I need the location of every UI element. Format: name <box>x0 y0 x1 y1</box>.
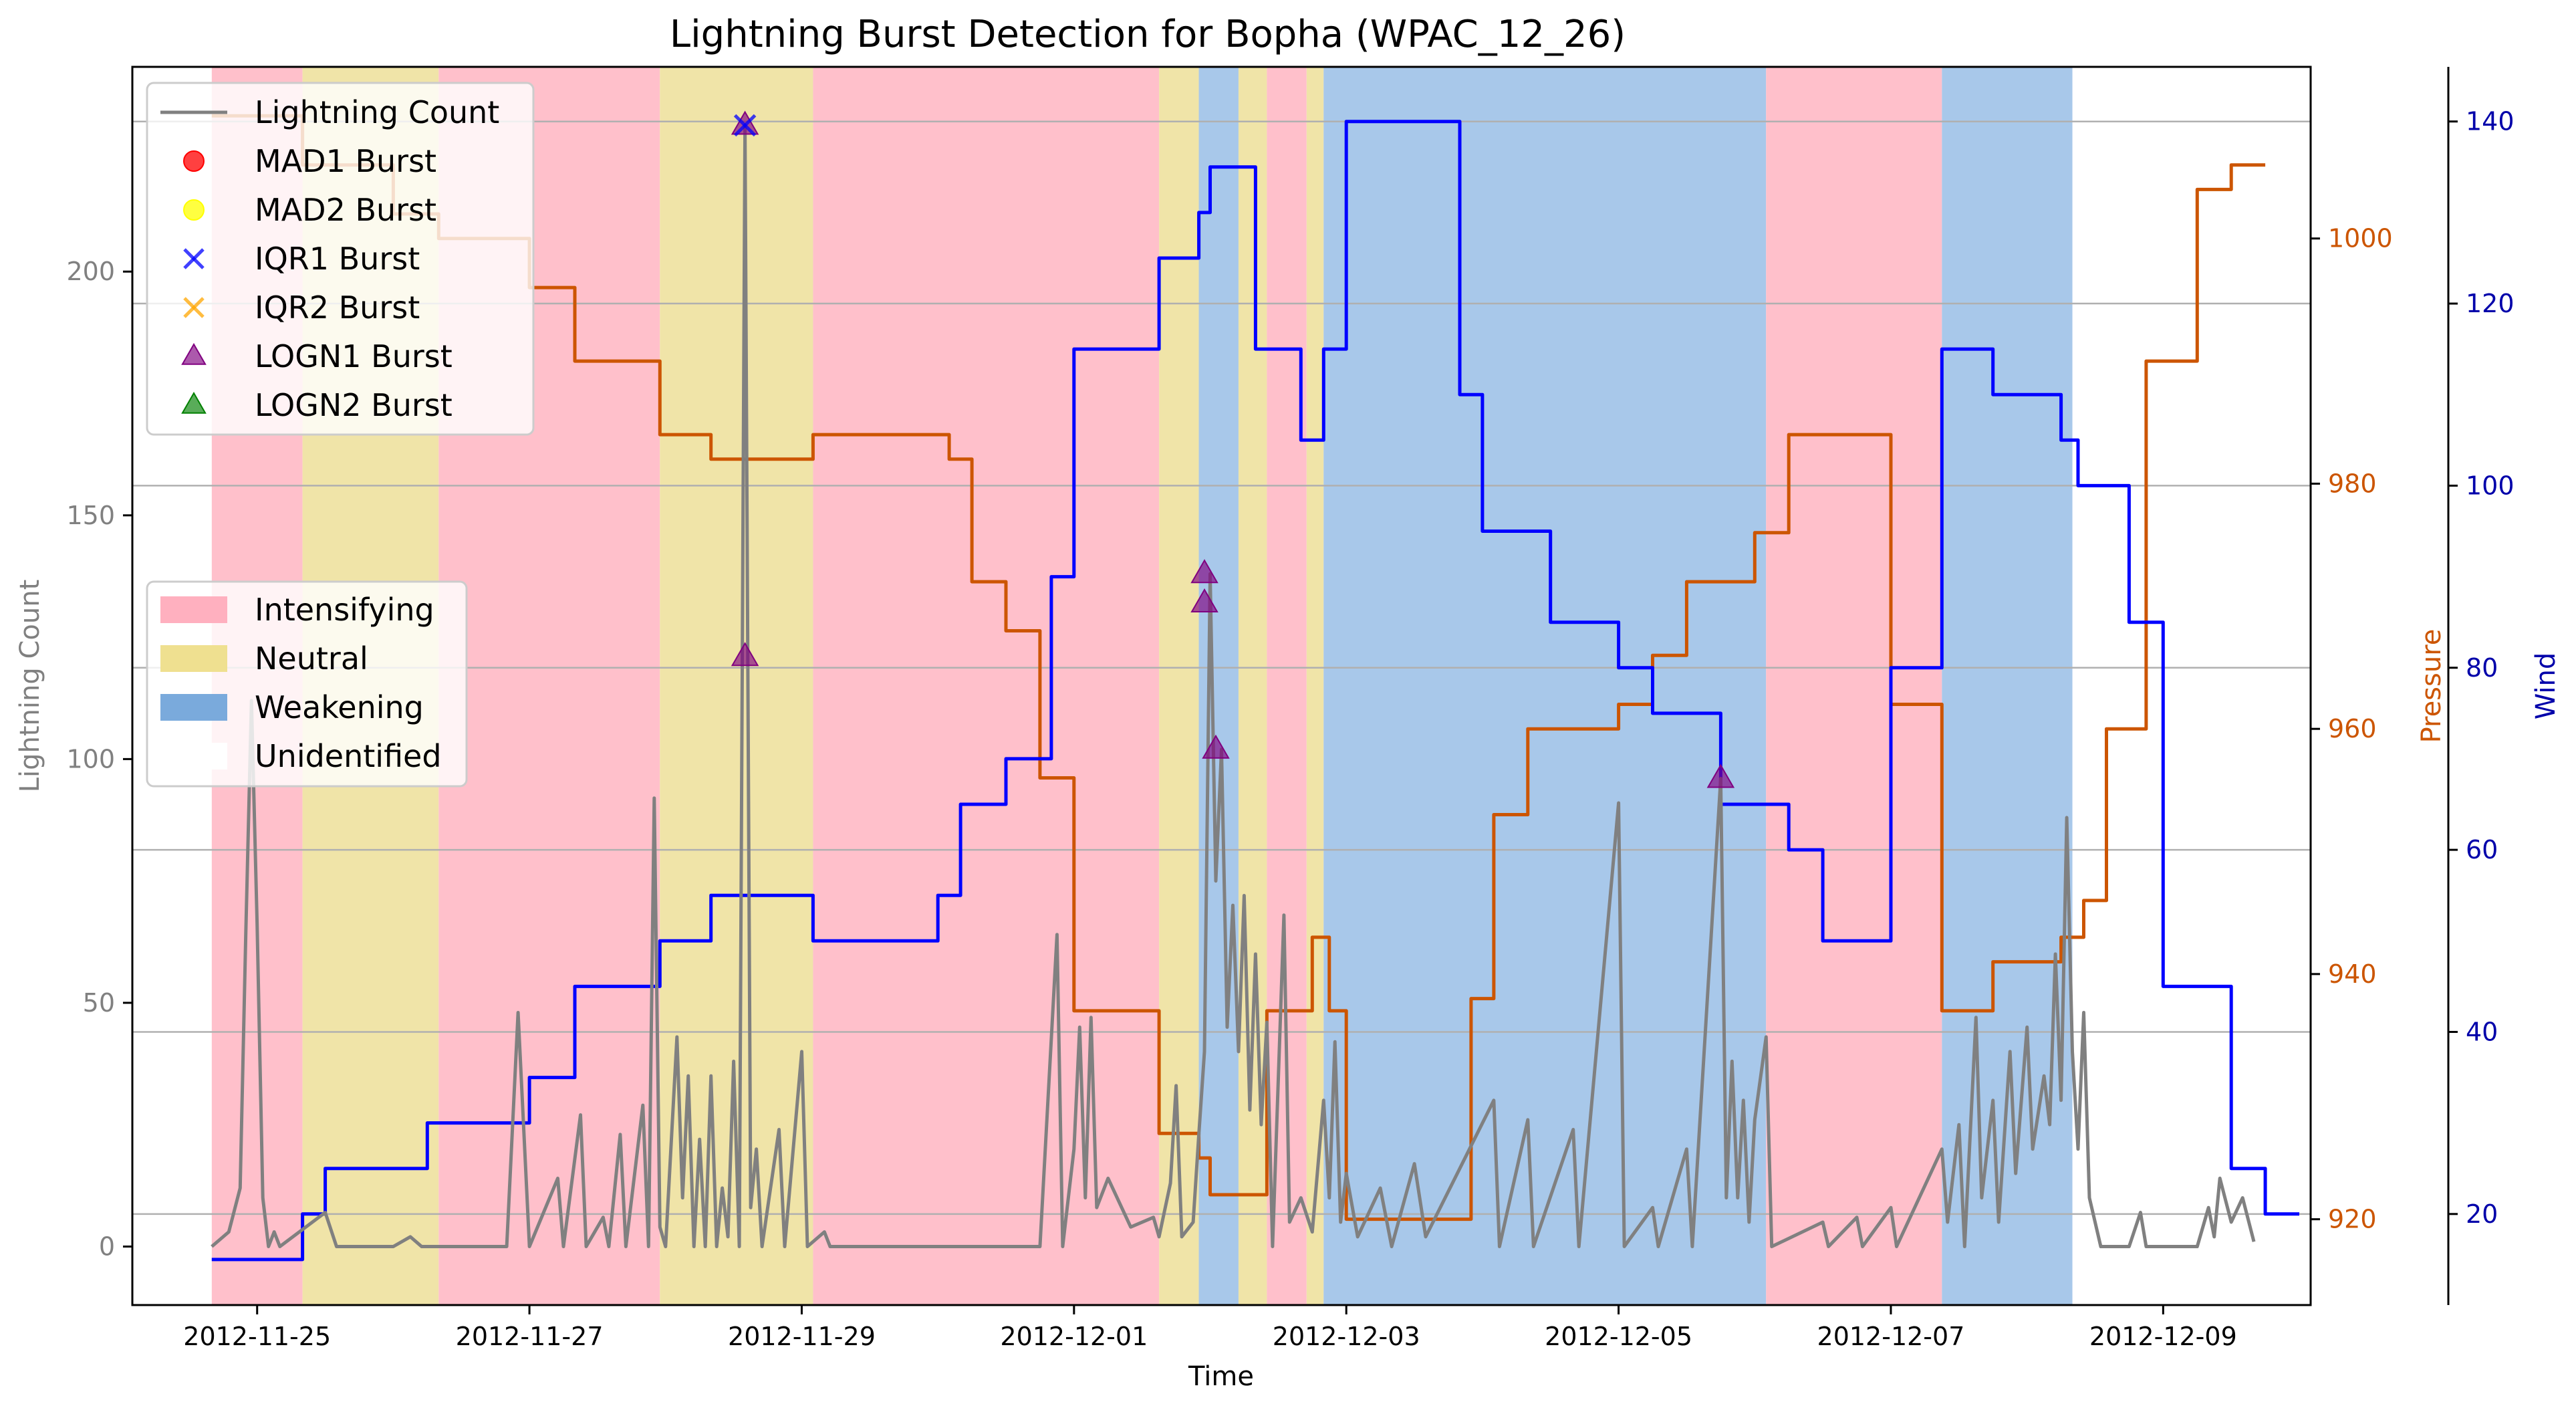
phase-band-neutral <box>1306 67 1324 1305</box>
wind-line <box>211 120 2299 1262</box>
y-wind-tick-label: 120 <box>2466 289 2515 318</box>
y-left-tick-label: 150 <box>66 501 115 530</box>
y-left-tick-label: 0 <box>99 1232 115 1262</box>
x-tick-label: 2012-12-09 <box>2089 1322 2237 1351</box>
phase-band-intensifying <box>813 67 1160 1305</box>
legend-phases: Intensifying Neutral Weakening Unidentified <box>146 580 468 788</box>
plot-frame <box>131 66 2312 1306</box>
y-axis-label-pressure: Pressure <box>2416 629 2447 743</box>
y-wind-tick-label: 20 <box>2466 1199 2498 1229</box>
x-axis-label: Time <box>1188 1361 1254 1392</box>
x-tick-label: 2012-11-27 <box>456 1322 604 1351</box>
y-wind-tick-label: 80 <box>2466 653 2498 683</box>
legend-phase-swatch <box>160 743 227 770</box>
logn1-burst-marker <box>1706 764 1735 788</box>
series-lines <box>211 114 2299 1262</box>
legend-phase-label: Neutral <box>255 640 368 677</box>
y-left-tick-label: 200 <box>66 257 115 286</box>
legend-circle-swatch <box>183 150 205 172</box>
legend-phase-label: Weakening <box>255 689 424 725</box>
legend-triangle-swatch <box>181 342 207 365</box>
logn1-burst-marker <box>1190 588 1218 613</box>
y-axis-wind: 20 40 60 80 100 120 140 <box>2447 67 2515 1305</box>
legend-series-label: Lightning Count <box>255 94 499 130</box>
x-axis: 2012-11-25 2012-11-27 2012-11-29 2012-12-01… <box>183 1305 2237 1351</box>
phase-band-intensifying <box>1766 67 1942 1305</box>
x-tick-label: 2012-12-05 <box>1545 1322 1692 1351</box>
x-tick-label: 2012-12-03 <box>1273 1322 1420 1351</box>
legend-series-label: IQR1 Burst <box>255 241 420 277</box>
logn1-burst-marker <box>1202 734 1230 759</box>
y-axis-pressure: 920 940 960 980 1000 <box>2311 224 2393 1234</box>
y-pressure-tick-label: 980 <box>2328 469 2377 498</box>
y-pressure-tick-label: 920 <box>2328 1205 2377 1234</box>
x-tick-label: 2012-11-25 <box>183 1322 331 1351</box>
legend-x-swatch <box>183 297 205 318</box>
legend-circle-swatch <box>183 199 205 221</box>
legend-series-label: LOGN2 Burst <box>255 387 453 423</box>
x-tick-label: 2012-12-01 <box>1000 1322 1148 1351</box>
phase-band-weakening <box>1323 67 1767 1305</box>
y-wind-tick-label: 140 <box>2466 107 2515 136</box>
legend-phase-label: Intensifying <box>255 592 434 628</box>
y-axis-label-wind: Wind <box>2531 653 2561 720</box>
legend-triangle-swatch <box>181 391 207 414</box>
phase-band-neutral <box>660 67 813 1305</box>
y-wind-tick-label: 100 <box>2466 471 2515 500</box>
legend-phases-box <box>146 580 468 788</box>
phase-band-weakening <box>1198 67 1239 1305</box>
legend-series-label: MAD2 Burst <box>255 192 436 228</box>
logn1-burst-marker <box>731 642 759 667</box>
pressure-line <box>211 114 2266 1221</box>
lightning-count-line <box>211 124 2256 1248</box>
y-pressure-tick-label: 960 <box>2328 714 2377 743</box>
legend-phase-swatch <box>160 694 227 721</box>
iqr1-burst-marker-stroke-b <box>733 114 757 137</box>
legend-x-swatch-stroke-b <box>183 248 205 269</box>
y-wind-tick-label: 60 <box>2466 835 2498 864</box>
legend-series-label: LOGN1 Burst <box>255 338 453 374</box>
x-tick-label: 2012-12-07 <box>1817 1322 1965 1351</box>
legend-series-box <box>146 82 535 436</box>
y-wind-tick-label: 40 <box>2466 1017 2498 1046</box>
chart-title: Lightning Burst Detection for Bopha (WPA… <box>670 13 1626 56</box>
logn1-burst-marker <box>1190 559 1218 584</box>
y-left-tick-label: 50 <box>83 988 115 1018</box>
iqr1-burst-marker <box>733 114 757 137</box>
legend-x-swatch-stroke-b <box>183 297 205 318</box>
phase-band-neutral <box>1159 67 1199 1305</box>
burst-markers <box>731 110 1735 788</box>
y-pressure-tick-label: 1000 <box>2328 224 2393 253</box>
legend-phase-swatch <box>160 645 227 672</box>
legend-series-label: MAD1 Burst <box>255 143 436 179</box>
legend-x-swatch <box>183 248 205 269</box>
y-axis-label-lightning: Lightning Count <box>15 580 45 793</box>
y-pressure-tick-label: 940 <box>2328 959 2377 989</box>
legend-series: Lightning Count MAD1 Burst MAD2 Burst IQR1 … <box>146 82 535 436</box>
y-axis-lightning: 0 50 100 150 200 <box>66 257 132 1262</box>
x-tick-label: 2012-11-29 <box>728 1322 876 1351</box>
legend-phase-label: Unidentified <box>255 738 442 774</box>
y-left-tick-label: 100 <box>66 744 115 774</box>
legend-series-label: IQR2 Burst <box>255 289 420 326</box>
legend-phase-swatch <box>160 596 227 623</box>
